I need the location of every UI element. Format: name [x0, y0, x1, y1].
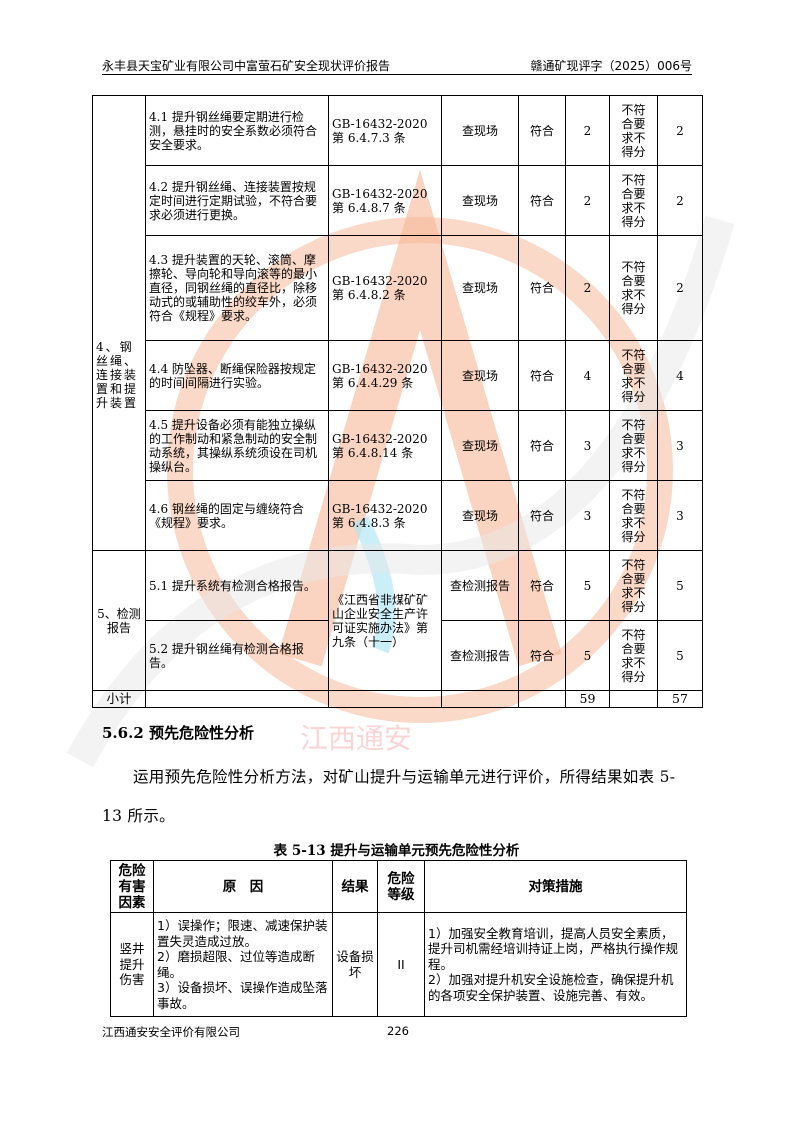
- empty-cell: [518, 690, 566, 708]
- report-title: 永丰县天宝矿业有限公司中富萤石矿安全现状评价报告: [102, 59, 391, 73]
- got-cell: 2: [657, 165, 703, 236]
- header-cause: 原 因: [153, 860, 333, 913]
- header-measures: 对策措施: [424, 860, 687, 913]
- hazard-analysis-table: 危险有害因素 原 因 结果 危险等级 对策措施 竖井提升伤害 1）误操作；限速、…: [110, 860, 687, 1017]
- score-cell: 2: [565, 95, 610, 166]
- header-factor: 危险有害因素: [110, 860, 154, 913]
- basis-cell: GB-16432-2020 第 6.4.8.2 条: [328, 235, 442, 341]
- method-cell: 查现场: [441, 235, 519, 341]
- basis-cell: GB-16432-2020 第 6.4.4.29 条: [328, 340, 442, 411]
- rule-cell: 不符合要求不得分: [609, 235, 658, 341]
- item-cell: 4.4 防坠器、断绳保险器按规定的时间间隔进行实验。: [145, 340, 329, 411]
- header-result: 结果: [332, 860, 378, 913]
- result-cell: 符合: [518, 165, 566, 236]
- basis-cell: GB-16432-2020 第 6.4.8.14 条: [328, 410, 442, 481]
- method-cell: 查现场: [441, 95, 519, 166]
- item-cell: 5.2 提升钢丝绳有检测合格报告。: [145, 620, 329, 691]
- table-row: 4.2 提升钢丝绳、连接装置按规定时间进行定期试验，不符合要求必须进行更换。 GB…: [93, 165, 703, 236]
- method-cell: 查现场: [441, 410, 519, 481]
- subtotal-score: 59: [565, 690, 610, 708]
- watermark-text: 江西通安: [300, 722, 412, 755]
- score-cell: 5: [565, 550, 610, 621]
- cell-result: 设备损坏: [332, 912, 378, 1017]
- table-row: 5、检测报告 5.1 提升系统有检测合格报告。 《江西省非煤矿矿山企业安全生产许可证…: [92, 550, 703, 691]
- score-cell: 2: [565, 235, 610, 341]
- result-cell: 符合: [518, 410, 566, 481]
- table-row: 4.6 钢丝绳的固定与缠绕符合《规程》要求。 GB-16432-2020 第 6.…: [93, 480, 703, 551]
- got-cell: 4: [657, 340, 703, 411]
- score-cell: 2: [565, 165, 610, 236]
- item-cell: 5.1 提升系统有检测合格报告。: [145, 550, 329, 621]
- page-number: 226: [387, 1024, 409, 1038]
- header-level: 危险等级: [377, 860, 425, 913]
- cell-cause: 1）误操作；限速、减速保护装置失灵造成过放。 2）磨损超限、过位等造成断绳。 3…: [153, 912, 333, 1017]
- subtotal-row: 小计 59 57: [92, 690, 703, 708]
- basis-cell: GB-16432-2020 第 6.4.7.3 条: [328, 95, 442, 166]
- cell-measures: 1）加强安全教育培训，提高人员安全素质，提升司机需经培训持证上岗，严格执行操作规…: [424, 912, 687, 1017]
- result-cell: 符合: [518, 480, 566, 551]
- page-header: 永丰县天宝矿业有限公司中富萤石矿安全现状评价报告 赣通矿现评字（2025）006…: [102, 56, 692, 75]
- basis-cell: 《江西省非煤矿矿山企业安全生产许可证实施办法》第九条（十一）: [328, 550, 442, 691]
- rule-cell: 不符合要求不得分: [609, 95, 658, 166]
- empty-cell: [145, 690, 329, 708]
- cell-factor: 竖井提升伤害: [110, 912, 154, 1017]
- empty-cell: [328, 690, 442, 708]
- empty-cell: [441, 690, 519, 708]
- got-cell: 3: [657, 480, 703, 551]
- method-cell: 查现场: [441, 165, 519, 236]
- rule-cell: 不符合要求不得分: [609, 480, 658, 551]
- method-cell: 查检测报告: [441, 550, 519, 621]
- got-cell: 5: [657, 550, 703, 621]
- score-cell: 3: [565, 410, 610, 481]
- item-cell: 4.6 钢丝绳的固定与缠绕符合《规程》要求。: [145, 480, 329, 551]
- score-cell: 4: [565, 340, 610, 411]
- section-paragraph: 运用预先危险性分析方法，对矿山提升与运输单元进行评价，所得结果如表 5-13 所…: [102, 768, 676, 825]
- item-cell: 4.5 提升设备必须有能独立操纵的工作制动和紧急制动的安全制动系统，其操纵系统须…: [145, 410, 329, 481]
- subtotal-label: 小计: [92, 690, 146, 708]
- table-row: 4.4 防坠器、断绳保险器按规定的时间间隔进行实验。 GB-16432-2020 …: [93, 340, 703, 411]
- score-cell: 5: [565, 620, 610, 691]
- basis-cell: GB-16432-2020 第 6.4.8.7 条: [328, 165, 442, 236]
- empty-cell: [609, 690, 658, 708]
- item-cell: 4.1 提升钢丝绳要定期进行检测，悬挂时的安全系数必须符合安全要求。: [145, 95, 329, 166]
- result-cell: 符合: [518, 620, 566, 691]
- result-cell: 符合: [518, 340, 566, 411]
- rule-cell: 不符合要求不得分: [609, 410, 658, 481]
- score-cell: 3: [565, 480, 610, 551]
- checklist-table: 4、钢丝绳、连接装置和提升装置 4.1 提升钢丝绳要定期进行检测，悬挂时的安全系数…: [92, 95, 703, 708]
- rule-cell: 不符合要求不得分: [609, 340, 658, 411]
- category-cell: 5、检测报告: [92, 550, 146, 691]
- method-cell: 查检测报告: [441, 620, 519, 691]
- method-cell: 查现场: [441, 340, 519, 411]
- rule-cell: 不符合要求不得分: [609, 550, 658, 621]
- subtotal-got: 57: [657, 690, 703, 708]
- result-cell: 符合: [518, 550, 566, 621]
- got-cell: 3: [657, 410, 703, 481]
- table-row: 竖井提升伤害 1）误操作；限速、减速保护装置失灵造成过放。 2）磨损超限、过位等…: [110, 912, 687, 1017]
- table-row: 5.2 提升钢丝绳有检测合格报告。 查检测报告 符合 5 不符合要求不得分 5: [93, 620, 703, 691]
- item-cell: 4.2 提升钢丝绳、连接装置按规定时间进行定期试验，不符合要求必须进行更换。: [145, 165, 329, 236]
- got-cell: 5: [657, 620, 703, 691]
- result-cell: 符合: [518, 95, 566, 166]
- got-cell: 2: [657, 235, 703, 341]
- section-heading: 5.6.2 预先危险性分析: [102, 724, 254, 742]
- report-number: 赣通矿现评字（2025）006号: [530, 59, 692, 73]
- item-cell: 4.3 提升装置的天轮、滚筒、摩擦轮、导向轮和导向滚等的最小直径，同钢丝绳的直径…: [145, 235, 329, 341]
- category-cell: 4、钢丝绳、连接装置和提升装置: [92, 95, 146, 551]
- table-caption: 表 5-13 提升与运输单元预先危险性分析: [273, 843, 520, 859]
- rule-cell: 不符合要求不得分: [609, 620, 658, 691]
- footer-company: 江西通安安全评价有限公司: [102, 1025, 240, 1039]
- cell-level: II: [377, 912, 425, 1017]
- result-cell: 符合: [518, 235, 566, 341]
- rule-cell: 不符合要求不得分: [609, 165, 658, 236]
- table-row: 4、钢丝绳、连接装置和提升装置 4.1 提升钢丝绳要定期进行检测，悬挂时的安全系数…: [92, 95, 703, 551]
- got-cell: 2: [657, 95, 703, 166]
- table-row: 4.5 提升设备必须有能独立操纵的工作制动和紧急制动的安全制动系统，其操纵系统须…: [93, 410, 703, 481]
- basis-cell: GB-16432-2020 第 6.4.8.3 条: [328, 480, 442, 551]
- table-row: 4.3 提升装置的天轮、滚筒、摩擦轮、导向轮和导向滚等的最小直径，同钢丝绳的直径…: [93, 235, 703, 341]
- method-cell: 查现场: [441, 480, 519, 551]
